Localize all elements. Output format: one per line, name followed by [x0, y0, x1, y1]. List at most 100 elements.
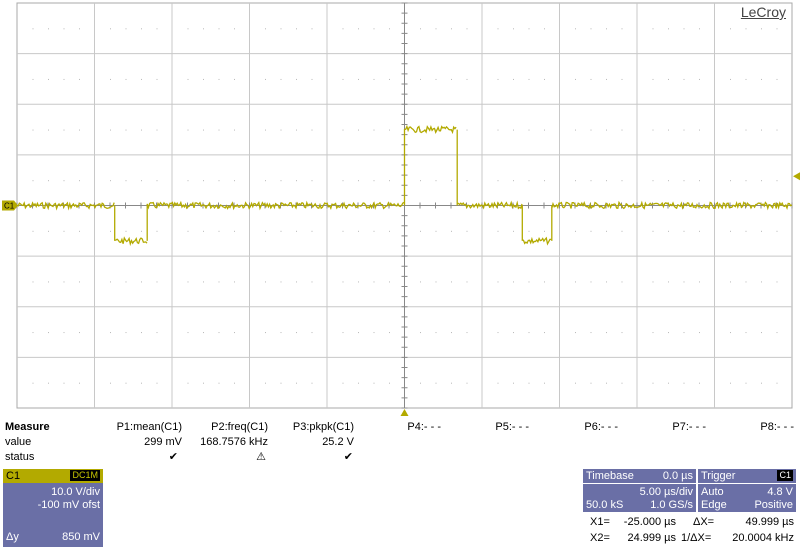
- grid-dot: [544, 129, 545, 131]
- grid-dot: [79, 230, 80, 232]
- grid-dot: [466, 230, 468, 232]
- channel-ground-marker: [2, 200, 18, 211]
- grid-dot: [296, 28, 297, 30]
- grid-dot: [652, 78, 654, 80]
- grid-dot: [776, 230, 778, 232]
- grid-dot: [125, 28, 127, 30]
- grid-dot: [420, 281, 421, 283]
- grid-dot: [63, 180, 65, 182]
- grid-dot: [528, 281, 530, 283]
- param-p5-label[interactable]: P5:- - -: [495, 421, 529, 433]
- grid-dot: [234, 78, 235, 80]
- grid-dot: [311, 180, 313, 182]
- grid-dot: [280, 78, 282, 80]
- grid-dot: [652, 281, 654, 283]
- grid-dot: [187, 382, 189, 384]
- grid-dot: [606, 230, 607, 232]
- grid-dot: [141, 78, 142, 80]
- grid-dot: [668, 281, 669, 283]
- grid-dot: [606, 281, 607, 283]
- measure-title: Measure: [5, 421, 50, 433]
- grid-dot: [342, 382, 344, 384]
- grid-dot: [125, 129, 127, 131]
- grid-dot: [513, 28, 514, 30]
- grid-dot: [730, 78, 731, 80]
- grid-dot: [745, 281, 747, 283]
- grid-dot: [761, 382, 762, 384]
- param-p1-label[interactable]: P1:mean(C1): [116, 421, 182, 433]
- grid-dot: [234, 332, 235, 334]
- timebase-descriptor[interactable]: Timebase 0.0 µs 5.00 µs/div 50.0 kS 1.0 …: [583, 469, 696, 512]
- grid-dot: [590, 332, 592, 334]
- param-p3-label[interactable]: P3:pkpk(C1): [292, 421, 354, 433]
- grid-dot: [544, 78, 545, 80]
- grid-dot: [497, 382, 499, 384]
- grid-dot: [203, 28, 204, 30]
- grid-dot: [575, 28, 576, 30]
- grid-dot: [699, 180, 700, 182]
- grid-dot: [652, 382, 654, 384]
- grid-dot: [621, 230, 623, 232]
- grid-dot: [466, 78, 468, 80]
- grid-dot: [513, 382, 514, 384]
- trigger-level-marker: [793, 172, 800, 181]
- value-row-label: value: [5, 436, 32, 448]
- grid-dot: [218, 382, 220, 384]
- grid-dot: [683, 129, 685, 131]
- grid-dot: [187, 281, 189, 283]
- grid-dot: [745, 78, 747, 80]
- grid-dot: [373, 281, 375, 283]
- grid-dot: [420, 78, 421, 80]
- grid-dot: [683, 281, 685, 283]
- grid-dot: [745, 382, 747, 384]
- timebase-samples: 50.0 kS: [586, 499, 624, 511]
- grid-dot: [373, 28, 375, 30]
- grid-dot: [621, 28, 623, 30]
- param-p7-label[interactable]: P7:- - -: [672, 421, 706, 433]
- grid-dot: [48, 230, 49, 232]
- grid-dot: [265, 230, 266, 232]
- param-p2-label[interactable]: P2:freq(C1): [211, 421, 268, 433]
- grid-dot: [32, 78, 34, 80]
- grid-dot: [544, 230, 545, 232]
- grid-dot: [32, 382, 34, 384]
- grid-dot: [575, 230, 576, 232]
- delta-y-value: 850 mV: [62, 531, 100, 543]
- grid-dot: [296, 281, 297, 283]
- param-p4-label[interactable]: P4:- - -: [407, 421, 441, 433]
- grid-dot: [544, 332, 545, 334]
- param-p6-label[interactable]: P6:- - -: [584, 421, 618, 433]
- inv-dx-label: 1/ΔX=: [681, 532, 712, 544]
- grid-dot: [761, 129, 762, 131]
- grid-dot: [435, 78, 437, 80]
- c1-waveform-trace: [16, 124, 793, 247]
- grid-dot: [48, 180, 49, 182]
- grid-dot: [234, 382, 235, 384]
- param-p1-value: 299 mV: [144, 436, 182, 448]
- channel-c1-descriptor[interactable]: C1 DC1M 10.0 V/div -100 mV ofst Δy 850 m…: [3, 469, 103, 547]
- grid-dot: [373, 382, 375, 384]
- grid-dot: [389, 332, 390, 334]
- grid-dot: [606, 28, 607, 30]
- x1-value: -25.000 µs: [623, 516, 676, 528]
- grid-dot: [652, 129, 654, 131]
- grid-dot: [497, 281, 499, 283]
- trigger-descriptor[interactable]: Trigger C1 Auto 4.8 V Edge Positive: [698, 469, 796, 512]
- x2-value: 24.999 µs: [627, 532, 676, 544]
- trigger-level: 4.8 V: [767, 486, 793, 498]
- param-p8-label[interactable]: P8:- - -: [760, 421, 794, 433]
- grid-dot: [110, 332, 111, 334]
- grid-dot: [497, 28, 499, 30]
- grid-dot: [218, 28, 220, 30]
- grid-dot: [544, 28, 545, 30]
- grid-dot: [358, 28, 359, 30]
- grid-dot: [265, 382, 266, 384]
- grid-dot: [621, 382, 623, 384]
- grid-dot: [373, 332, 375, 334]
- grid-dot: [776, 180, 778, 182]
- grid-dot: [420, 230, 421, 232]
- grid-dot: [652, 28, 654, 30]
- grid-dot: [466, 129, 468, 131]
- grid-dot: [280, 180, 282, 182]
- grid-dot: [497, 129, 499, 131]
